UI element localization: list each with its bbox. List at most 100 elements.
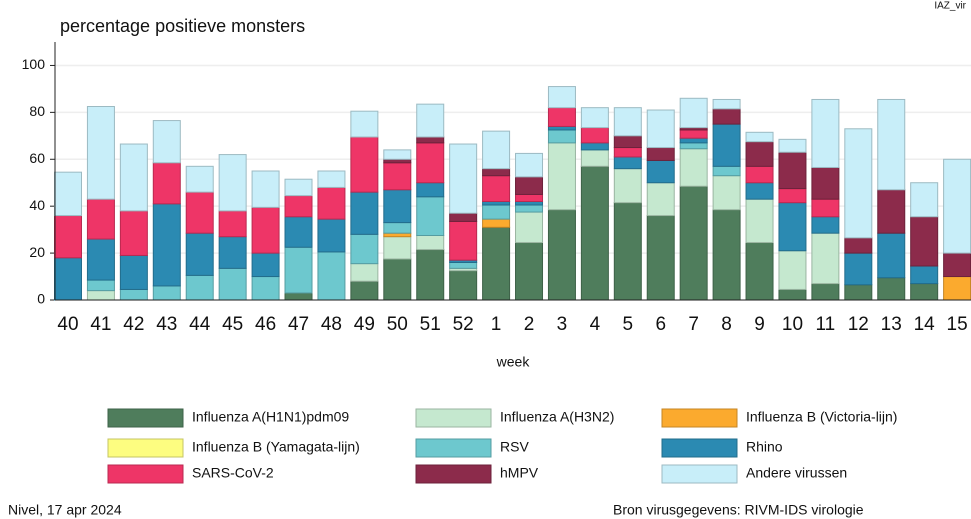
bar-segment [515,193,544,202]
bar-segment [350,191,379,235]
bar-segment [54,171,82,217]
bar-segment [185,165,214,193]
bar-segment [317,170,346,188]
bar-segment [515,211,544,244]
bar-segment [416,103,445,138]
bar-segment [547,142,576,211]
x-tick-label: 12 [848,314,869,335]
y-tick-label: 0 [37,291,45,307]
x-axis-label: week [496,354,531,370]
bar-segment [811,198,840,218]
bar-segment [515,176,544,195]
bar-segment [515,204,544,213]
bar-segment [350,280,379,301]
bar-segment [251,276,280,301]
bar-segment [383,162,412,191]
bar-segment [580,165,609,301]
bar-segment [745,182,774,200]
bar-segment [383,232,412,238]
bar-segment [811,216,840,234]
bar-segment [613,156,642,170]
bar-segment [745,131,774,143]
bar-segment [613,202,642,301]
bar-segment [416,196,445,237]
bar-segment [679,185,708,301]
bar-segment [580,127,609,144]
bar-segment [778,250,807,290]
bar-segment [778,151,807,190]
bar-segment [383,158,412,164]
x-tick-label: 13 [881,314,902,335]
legend-label: Influenza A(H3N2) [500,409,614,425]
x-tick-label: 41 [90,314,111,335]
bar-segment [844,284,873,301]
bar-segment [86,279,115,292]
bar-segment [547,209,576,301]
x-tick-label: 1 [491,314,502,335]
bar-segment [844,252,873,286]
bar-segment [185,274,214,301]
bar-segment [383,236,412,260]
bar-segment [86,290,115,301]
bar-segment [449,261,478,269]
y-tick-label: 60 [29,150,45,166]
y-tick-label: 20 [29,244,45,260]
bar-segment [877,189,906,234]
bar-segment [383,258,412,301]
bar-segment [185,191,214,234]
x-tick-label: 48 [321,314,342,335]
bar-segment [284,292,313,301]
legend-swatch [661,438,738,458]
bar-segment [547,107,576,127]
x-tick-label: 49 [354,314,375,335]
footer-left: Nivel, 17 apr 2024 [8,502,122,518]
bar-segment [317,186,346,220]
bar-segment [482,226,511,301]
x-tick-label: 11 [816,314,836,335]
bar-segment [350,233,379,265]
legend-label: Andere virussen [746,465,847,481]
bar-segment [712,108,741,125]
y-tick-label: 80 [29,103,45,119]
bar-segment [943,158,971,254]
x-tick-label: 46 [255,314,276,335]
bar-segment [482,130,511,170]
bar-segment [811,283,840,301]
bar-segment [811,232,840,285]
bar-segment [152,203,181,287]
bar-segment [811,98,840,168]
bar-segment [745,242,774,301]
bar-segment [778,288,807,301]
bar-segment [712,123,741,167]
bar-segment [877,98,906,191]
bar-segment [844,128,873,239]
bar-segment [679,148,708,187]
bar-segment [86,198,115,240]
bar-segment [383,149,412,160]
legend-swatch [107,464,184,484]
bar-segment [218,210,247,238]
bar-segment [646,147,675,161]
bar-segment [613,135,642,149]
x-tick-label: 40 [57,314,78,335]
bar-segment [515,152,544,178]
x-tick-label: 9 [754,314,765,335]
x-tick-label: 42 [123,314,144,335]
bar-segment [251,170,280,208]
x-tick-label: 50 [387,314,408,335]
bar-segment [482,200,511,206]
bar-segment [383,189,412,224]
bar-segment [218,267,247,301]
legend-swatch [661,464,738,484]
bar-segment [317,251,346,301]
legend-label: Influenza A(H1N1)pdm09 [192,409,349,425]
bar-segment [317,218,346,253]
bar-segment [679,97,708,129]
bar-segment [350,136,379,193]
bar-segment [646,109,675,149]
bar-segment [646,159,675,184]
y-tick-label: 40 [29,197,45,213]
bar-segment [547,125,576,131]
bar-segment [778,188,807,204]
bar-segment [745,198,774,244]
